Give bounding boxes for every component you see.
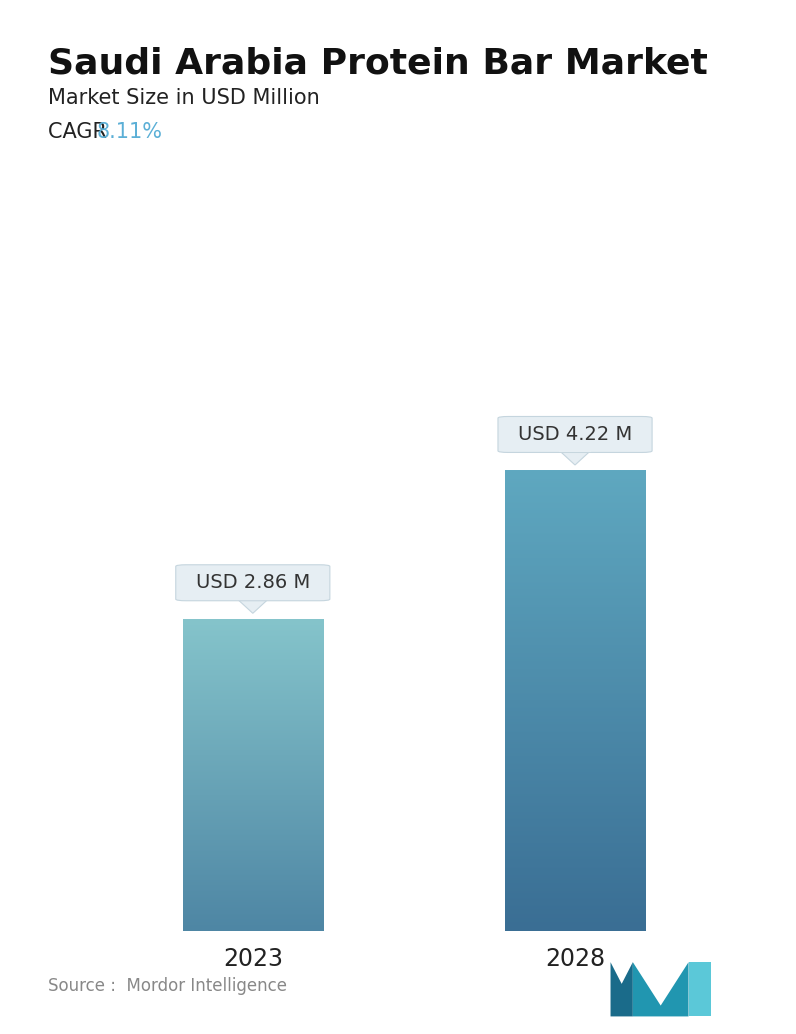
FancyBboxPatch shape — [176, 565, 330, 601]
Text: CAGR: CAGR — [48, 122, 113, 142]
Text: Saudi Arabia Protein Bar Market: Saudi Arabia Protein Bar Market — [48, 47, 708, 81]
Polygon shape — [611, 962, 633, 1016]
Polygon shape — [560, 451, 591, 465]
FancyBboxPatch shape — [498, 417, 652, 453]
Text: Source :  Mordor Intelligence: Source : Mordor Intelligence — [48, 977, 287, 995]
Text: Market Size in USD Million: Market Size in USD Million — [48, 88, 319, 108]
Bar — [505, 470, 645, 931]
Text: 8.11%: 8.11% — [97, 122, 163, 142]
Polygon shape — [633, 962, 689, 1016]
Bar — [183, 618, 323, 931]
Bar — [183, 618, 323, 931]
Text: USD 2.86 M: USD 2.86 M — [196, 573, 310, 592]
Polygon shape — [237, 599, 268, 613]
Bar — [505, 470, 645, 931]
Text: USD 4.22 M: USD 4.22 M — [518, 425, 632, 444]
Polygon shape — [689, 962, 711, 1016]
